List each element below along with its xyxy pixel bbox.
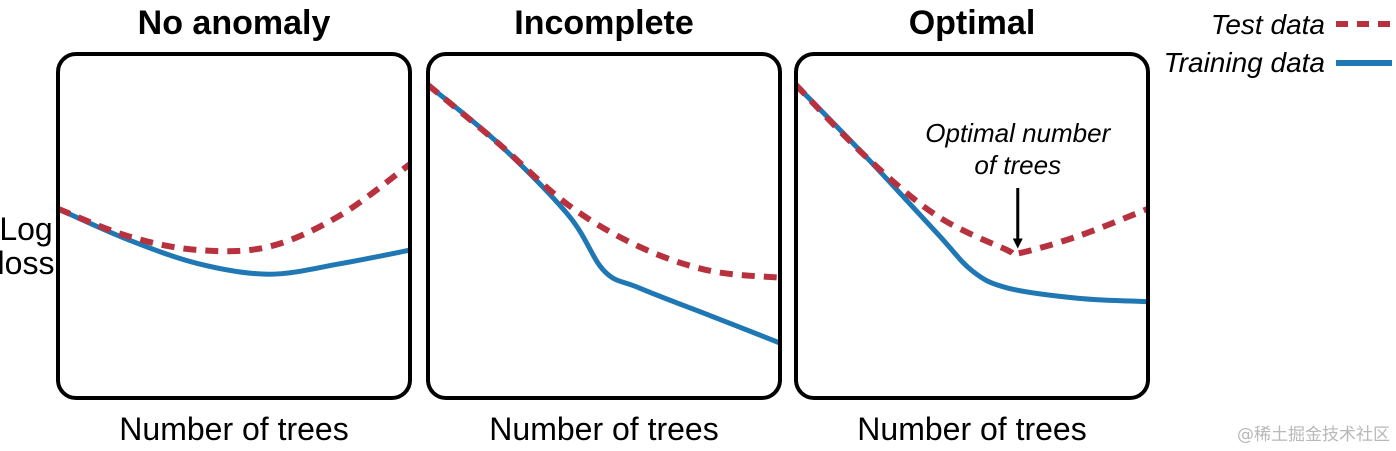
panel-curves bbox=[428, 82, 780, 346]
training-data-curve bbox=[58, 206, 410, 277]
y-axis-label-line-2: loss bbox=[0, 245, 54, 281]
panel-frame bbox=[794, 52, 1150, 400]
x-axis-label: Number of trees bbox=[119, 411, 348, 447]
panel-1: No anomaly Number of trees bbox=[56, 4, 412, 447]
y-axis-label-line-1: Log bbox=[0, 211, 53, 247]
panel-title: Optimal bbox=[909, 4, 1036, 42]
test-data-curve bbox=[796, 82, 1148, 259]
annotation-text-line-1: Optimal number bbox=[925, 118, 1111, 148]
panels: No anomaly Number of trees Incomplete Numbe… bbox=[56, 4, 1150, 447]
test-data-curve bbox=[58, 161, 410, 255]
training-data-curve bbox=[428, 82, 780, 346]
panel-curves bbox=[58, 161, 410, 277]
panel-2: Incomplete Number of trees bbox=[426, 4, 782, 447]
panel-curves bbox=[796, 82, 1148, 305]
legend: Test data Training data bbox=[1164, 9, 1392, 78]
panel-title: Incomplete bbox=[514, 4, 693, 42]
annotation-text-line-2: of trees bbox=[974, 150, 1061, 180]
panel-frame bbox=[56, 52, 412, 400]
x-axis-label: Number of trees bbox=[857, 411, 1086, 447]
legend-label-training: Training data bbox=[1164, 47, 1325, 78]
panel-frame bbox=[426, 52, 782, 400]
panel-title: No anomaly bbox=[138, 4, 331, 42]
watermark-text: @稀土掘金技术社区 bbox=[1237, 425, 1390, 445]
test-data-curve bbox=[428, 82, 780, 281]
x-axis-label: Number of trees bbox=[489, 411, 718, 447]
legend-label-test: Test data bbox=[1211, 9, 1325, 40]
